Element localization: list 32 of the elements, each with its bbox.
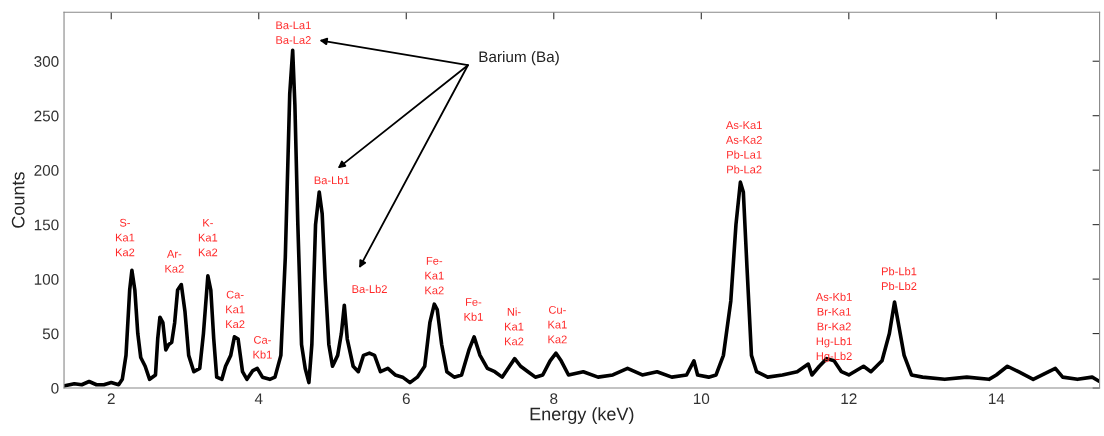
x-tick-label: 6: [402, 393, 410, 405]
y-tick-label: 300: [34, 56, 59, 67]
x-tick-label: 2: [107, 393, 115, 404]
annotation: Ar- Ka2: [165, 250, 184, 273]
annotation: Fe- Kb1: [464, 298, 483, 321]
annotation: Barium (Ba): [479, 50, 559, 66]
annotation: Pb-Lb1 Pb-Lb2: [881, 267, 917, 291]
y-tick-label: 250: [34, 110, 59, 122]
annotation: Fe- Ka1 Ka2: [425, 257, 444, 295]
annotation: As-Ka1 As-Ka2 Pb-La1 Pb-La2: [725, 121, 762, 174]
y-tick-label: 50: [42, 328, 59, 340]
y-tick-label: 0: [51, 382, 59, 394]
annotation: As-Kb1 Br-Ka1 Br-Ka2 Hg-Lb1 Hg-Lb2: [815, 292, 852, 363]
y-tick-label: 100: [34, 273, 59, 285]
annotation: Ca- Ka1 Ka2: [226, 290, 245, 329]
x-axis-title: Energy (keV): [530, 407, 634, 424]
annotation: K- Ka1 Ka2: [198, 218, 218, 257]
annotation: Ba-Lb1: [314, 176, 350, 185]
y-tick-label: 150: [34, 219, 59, 231]
y-tick-label: 200: [34, 165, 59, 176]
y-axis-title: Counts: [11, 172, 25, 228]
x-tick-label: 10: [693, 393, 710, 405]
annotation: Ba-Lb2: [352, 284, 387, 294]
annotation: Ba-La1 Ba-La2: [276, 21, 311, 44]
annotation: Cu- Ka1 Ka2: [548, 305, 567, 344]
x-tick-label: 14: [988, 393, 1005, 404]
annotation: S- Ka1 Ka2: [115, 218, 135, 257]
x-tick-label: 4: [254, 393, 263, 404]
annotation: Ni- Ka1 Ka2: [505, 307, 524, 346]
x-tick-label: 8: [550, 393, 558, 405]
annotation: Ca- Kb1: [253, 335, 272, 359]
x-tick-label: 12: [841, 393, 857, 404]
